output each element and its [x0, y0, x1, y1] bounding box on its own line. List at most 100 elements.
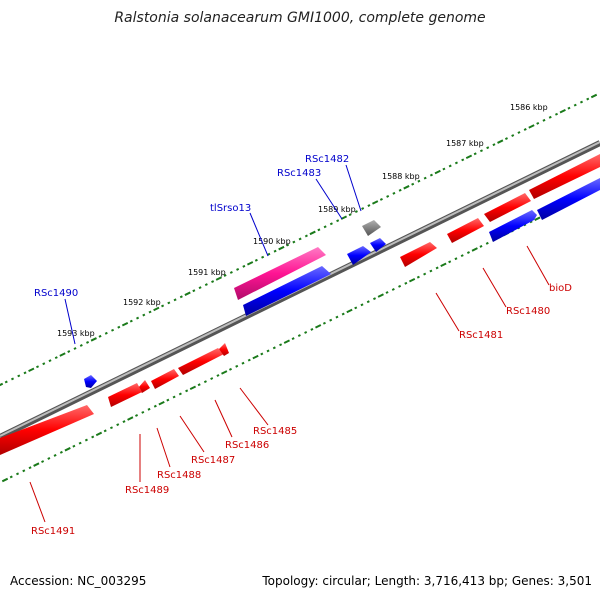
- ruler-tick: [523, 128, 527, 131]
- ruler-tick: [529, 220, 533, 224]
- ruler-tick: [153, 404, 157, 408]
- map-title: Ralstonia solanacearum GMI1000, complete…: [114, 10, 486, 26]
- ruler-tick: [448, 260, 452, 264]
- ruler-tick: [59, 352, 66, 357]
- ruler-tick: [122, 420, 126, 424]
- ruler-tick: [241, 361, 245, 365]
- gene-arrow-blue[interactable]: [84, 375, 97, 388]
- gene-label[interactable]: RSc1481: [459, 330, 503, 341]
- ruler-tick: [429, 173, 433, 177]
- outer-ruler-ticks: [0, 93, 598, 387]
- ruler-tick: [148, 310, 152, 314]
- genome-summary-text: Topology: circular; Length: 3,716,413 bp…: [262, 574, 592, 588]
- ruler-tick: [178, 392, 182, 396]
- gene-arrow-red[interactable]: [400, 242, 437, 267]
- ruler-tick: [192, 289, 196, 293]
- gene-arrow-blue[interactable]: [243, 266, 331, 316]
- ruler-tick: [434, 169, 441, 175]
- gene-arrow-red[interactable]: [178, 348, 224, 375]
- ruler-tick: [367, 204, 371, 207]
- gene-label[interactable]: RSc1489: [125, 485, 169, 496]
- ruler-tick: [111, 328, 115, 332]
- gene-arrow-red[interactable]: [0, 405, 94, 455]
- ruler-tick: [223, 274, 227, 277]
- ruler-tick: [398, 284, 402, 288]
- gene-arrow-red[interactable]: [529, 154, 600, 199]
- ruler-tick: [304, 331, 308, 334]
- gene-label[interactable]: RSc1487: [191, 455, 235, 466]
- ruler-tick: [361, 207, 365, 210]
- ruler-tick: [161, 304, 165, 308]
- ruler-tick: [310, 327, 314, 331]
- ruler-tick: [386, 194, 390, 198]
- gene-arrow-blue[interactable]: [537, 178, 600, 220]
- ruler-tick: [98, 334, 102, 338]
- gene-label[interactable]: tlSrso13: [210, 203, 251, 214]
- ruler-tick: [416, 275, 420, 279]
- ruler-tick: [84, 438, 88, 442]
- ruler-tick: [354, 306, 358, 310]
- ruler-tick: [429, 269, 433, 273]
- gene-label[interactable]: RSc1488: [157, 470, 201, 481]
- ruler-tick: [79, 344, 83, 347]
- ruler-tick: [189, 385, 197, 391]
- ruler-tick: [203, 380, 207, 384]
- ruler-tick: [67, 350, 71, 353]
- ruler-tick: [442, 167, 446, 171]
- ruler-tick: [471, 247, 478, 252]
- ruler-tick: [116, 423, 120, 427]
- gene-label[interactable]: RSc1483: [277, 168, 321, 179]
- ruler-tick: [554, 112, 559, 116]
- ruler-tick: [567, 106, 571, 110]
- ruler-tick: [336, 219, 340, 223]
- ruler-tick: [360, 303, 364, 307]
- ruler-tick: [279, 343, 283, 347]
- ruler-tick: [4, 380, 8, 384]
- ruler-tick: [247, 358, 251, 362]
- gene-label[interactable]: bioD: [549, 283, 572, 294]
- gene-label[interactable]: RSc1480: [506, 306, 550, 317]
- ruler-tick: [184, 291, 191, 296]
- gene-arrow-red[interactable]: [151, 369, 179, 389]
- ruler-tick: [392, 191, 396, 195]
- ruler-tick: [511, 134, 515, 137]
- gene-arrow-red[interactable]: [447, 218, 484, 243]
- ruler-tick: [408, 277, 416, 283]
- ruler-tick: [235, 364, 239, 368]
- ruler-tick: [109, 426, 113, 430]
- ruler-tick: [86, 340, 90, 344]
- ruler-tick: [167, 301, 171, 305]
- ruler-tick: [135, 414, 139, 417]
- ruler-tick: [267, 252, 271, 256]
- gene-label[interactable]: RSc1491: [31, 526, 75, 537]
- gene-arrow-red[interactable]: [138, 380, 150, 393]
- ruler-tick: [454, 257, 458, 261]
- pseudogene-arrow[interactable]: [362, 220, 381, 236]
- ruler-tick: [254, 258, 258, 262]
- ruler-tick: [440, 262, 447, 268]
- ruler-tick: [185, 389, 189, 393]
- gene-arrow-blue[interactable]: [370, 238, 386, 252]
- gene-arrow-red[interactable]: [108, 383, 142, 407]
- ruler-tick: [448, 164, 452, 168]
- ruler-tick: [479, 149, 483, 153]
- ruler-tick: [261, 255, 265, 259]
- ruler-tick: [485, 241, 489, 245]
- gene-arrow-red[interactable]: [484, 193, 531, 222]
- gene-label[interactable]: RSc1490: [34, 288, 78, 299]
- gene-label[interactable]: RSc1486: [225, 440, 269, 451]
- gene-arrow-blue[interactable]: [489, 210, 537, 242]
- gene-label[interactable]: RSc1485: [253, 426, 297, 437]
- gene-label[interactable]: RSc1482: [305, 154, 349, 165]
- ruler-label: 1592 kbp: [123, 298, 161, 307]
- ruler-tick: [322, 321, 326, 325]
- ruler-tick: [423, 272, 427, 276]
- rna-gene-arrow[interactable]: [234, 247, 326, 300]
- ruler-tick: [9, 475, 13, 479]
- ruler-tick: [354, 210, 358, 214]
- ruler-tick: [129, 319, 133, 323]
- ruler-tick: [304, 234, 308, 238]
- gene-arrow-blue[interactable]: [347, 246, 371, 265]
- gene-arrow-red[interactable]: [219, 343, 229, 356]
- ruler-tick: [272, 346, 276, 350]
